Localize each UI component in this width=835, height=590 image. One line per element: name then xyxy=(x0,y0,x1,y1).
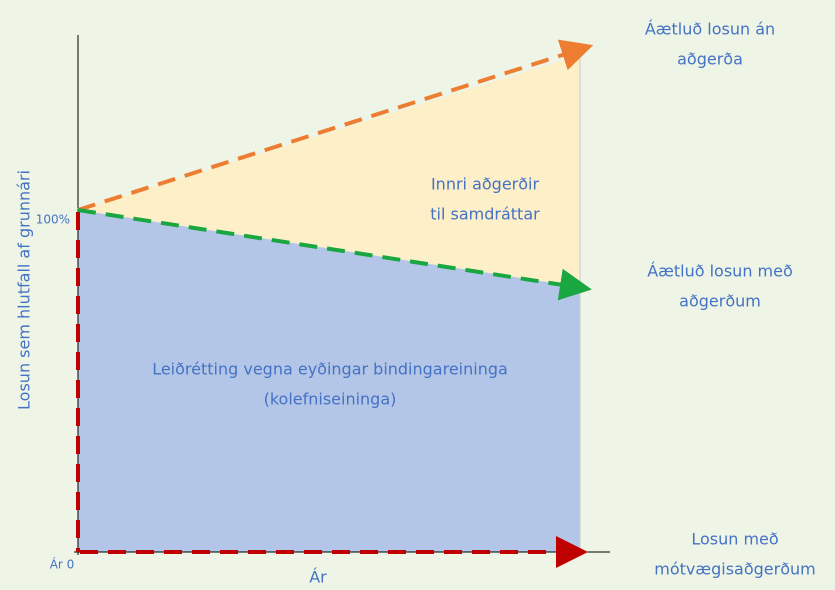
label: Losun með xyxy=(691,530,778,549)
label: til samdráttar xyxy=(430,205,540,224)
origin-label: Ár 0 xyxy=(50,557,75,572)
label: mótvægisaðgerðum xyxy=(654,560,815,579)
label: Áætluð losun með xyxy=(647,262,793,281)
arrow-without-measures xyxy=(77,39,594,212)
y-tick: 100% xyxy=(36,213,70,227)
label: Innri aðgerðir xyxy=(431,175,540,194)
x-axis-label: Ár xyxy=(309,568,327,587)
correction-area xyxy=(78,210,580,552)
label: aðgerða xyxy=(677,50,743,69)
y-axis-label: Losun sem hlutfall af grunnári xyxy=(15,170,34,410)
label: aðgerðum xyxy=(679,292,761,311)
label: (kolefniseininga) xyxy=(264,390,397,409)
label: Leiðrétting vegna eyðingar bindingareini… xyxy=(152,360,508,379)
label: Áætluð losun án xyxy=(645,20,775,39)
